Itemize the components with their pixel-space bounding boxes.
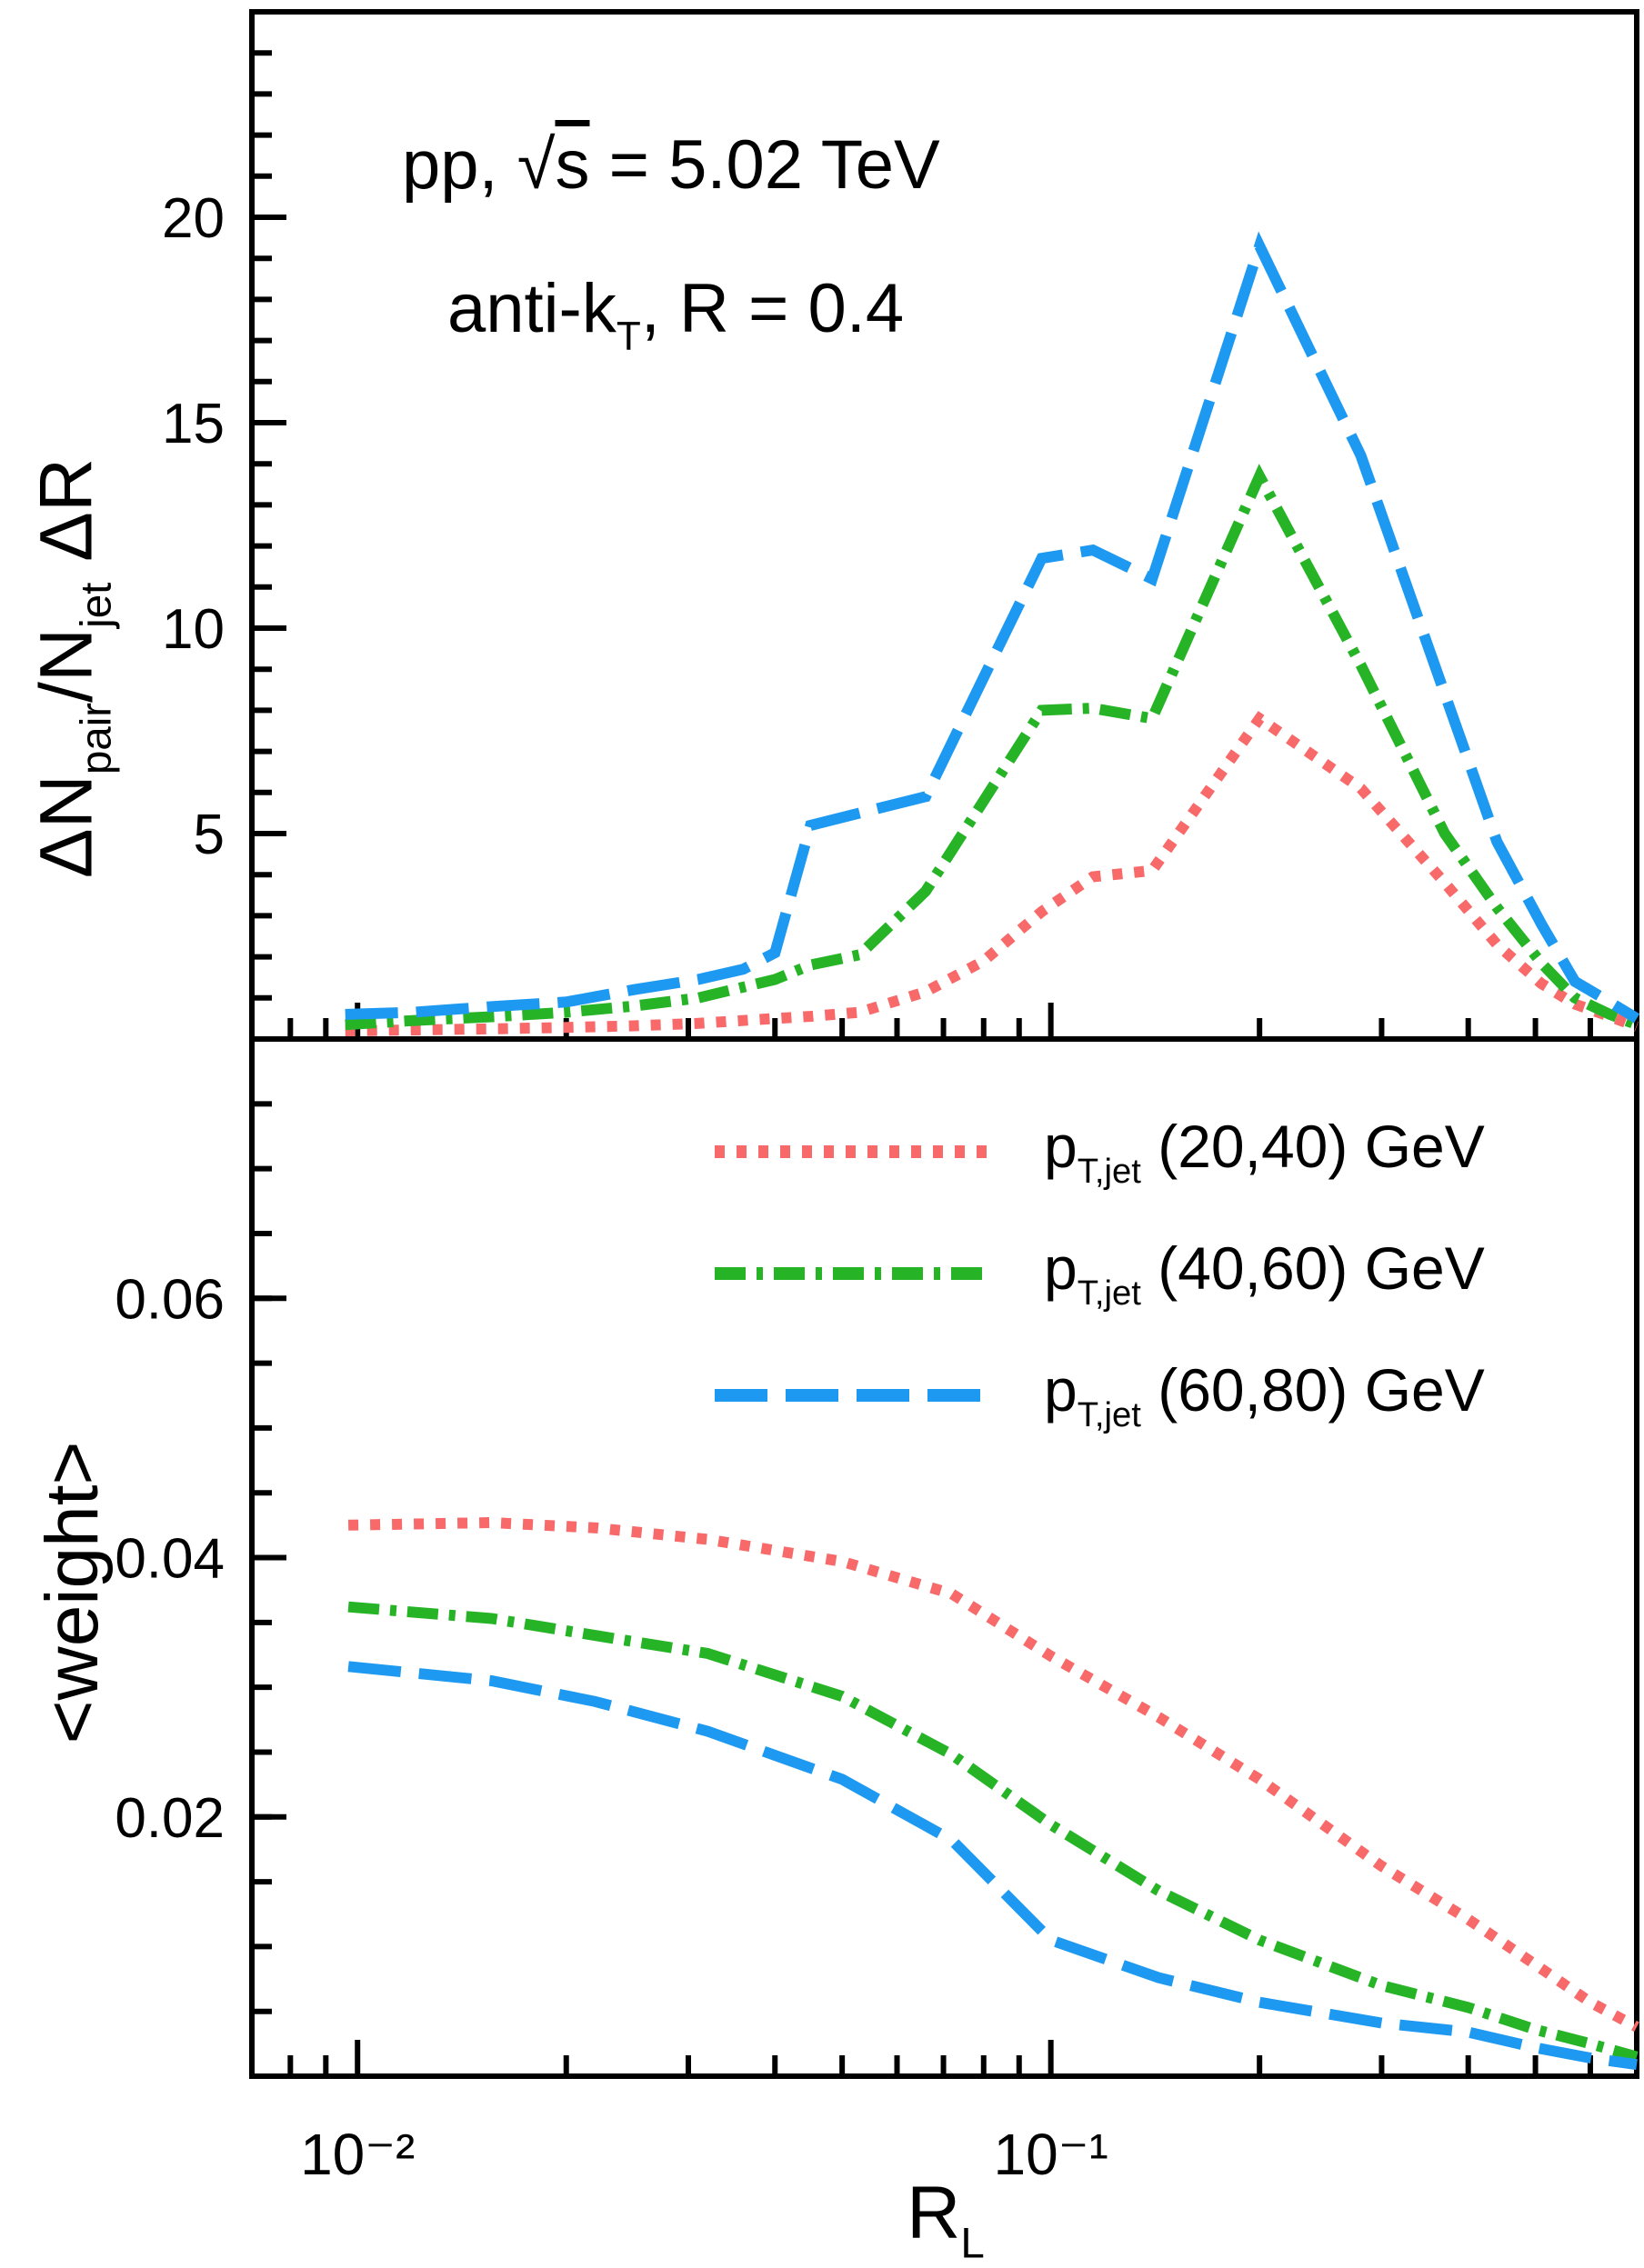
y-axis-title-bottom-panel: <weight> — [31, 1441, 114, 1744]
legend-label: pT,jet (60,80) GeV — [1044, 1355, 1485, 1435]
curve-bottom-series-1 — [347, 1601, 1639, 2063]
collision-system-title: pp, √s = 5.02 TeV — [402, 126, 940, 204]
y-tick-label: 0.06 — [115, 1268, 225, 1331]
x-tick-label: 10⁻² — [300, 2122, 415, 2187]
curve-bottom-series-2 — [347, 1661, 1638, 2071]
legend-line-sample-pt_60_80 — [715, 1389, 987, 1402]
legend-line-sample-pt_40_60 — [715, 1267, 987, 1280]
x-axis-title: RL — [907, 2172, 985, 2268]
y-tick-label: 0.02 — [115, 1787, 225, 1850]
legend-item-pt_20_40: pT,jet (20,40) GeV — [715, 1113, 1485, 1191]
legend-item-pt_40_60: pT,jet (40,60) GeV — [715, 1234, 1485, 1313]
legend-label: pT,jet (20,40) GeV — [1044, 1112, 1485, 1192]
y-tick-label: 10 — [162, 598, 225, 661]
jet-definition-subtitle: anti-kT, R = 0.4 — [447, 270, 905, 359]
legend-label: pT,jet (40,60) GeV — [1044, 1234, 1485, 1314]
y-tick-label: 20 — [162, 187, 225, 250]
curve-top-series-0 — [345, 711, 1639, 1036]
x-tick-label: 10⁻¹ — [994, 2122, 1108, 2187]
y-tick-label: 5 — [194, 804, 225, 866]
legend-line-sample-pt_20_40 — [715, 1145, 987, 1158]
legend: pT,jet (20,40) GeV pT,jet (40,60) GeV pT,j… — [715, 1113, 1485, 1485]
curve-top-series-2 — [345, 231, 1640, 1024]
legend-item-pt_60_80: pT,jet (60,80) GeV — [715, 1356, 1485, 1434]
y-axis-title-top-panel: ΔNpair/Njet ΔR — [25, 457, 121, 879]
y-tick-label: 0.04 — [115, 1528, 225, 1591]
curve-bottom-series-0 — [347, 1516, 1639, 2033]
curve-top-series-1 — [345, 464, 1639, 1031]
y-tick-label: 15 — [162, 393, 225, 455]
